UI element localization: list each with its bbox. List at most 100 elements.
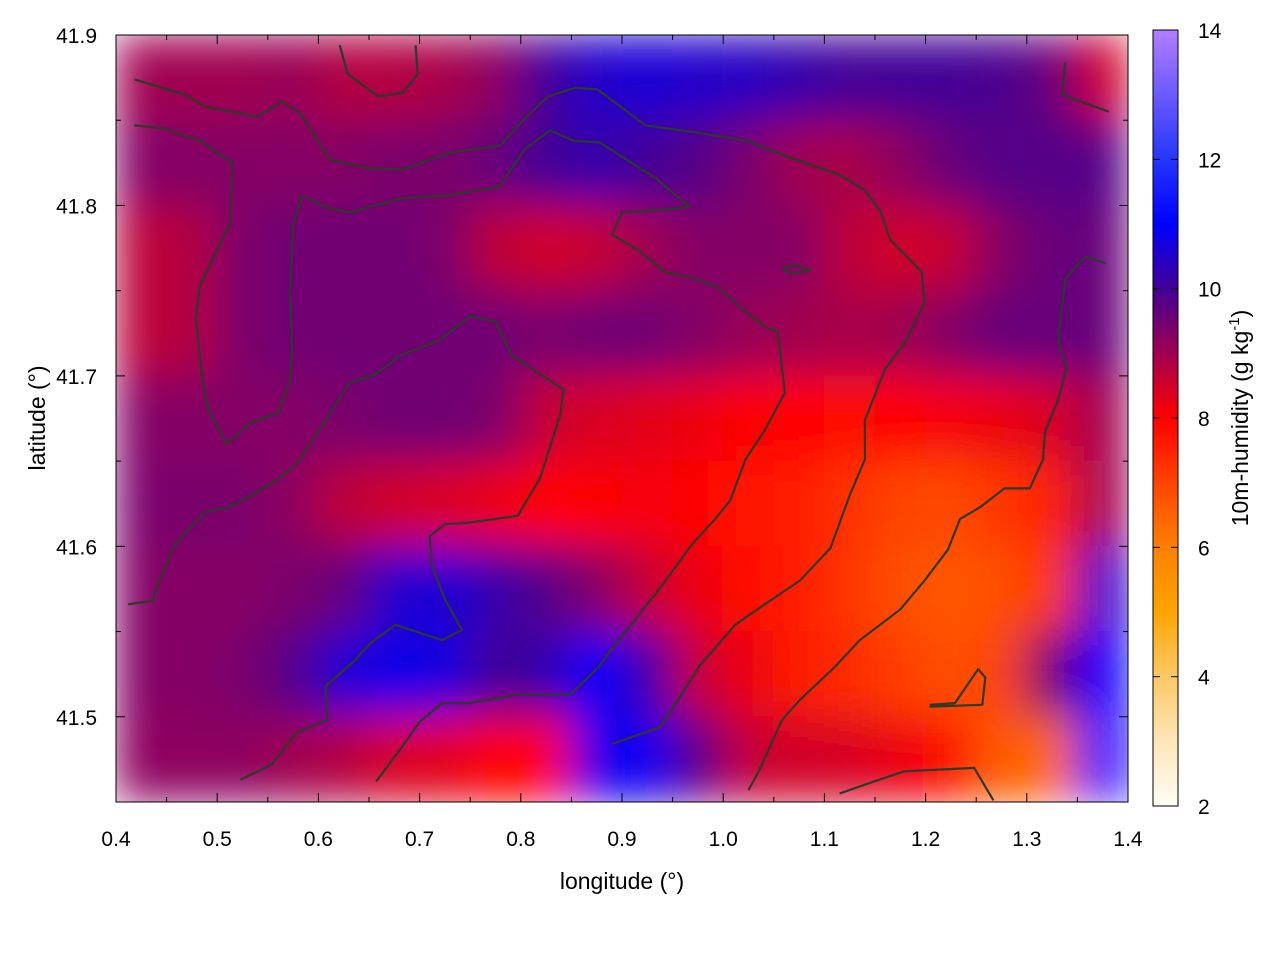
heatmap-cell <box>874 290 927 377</box>
heatmap-cell <box>1026 35 1078 121</box>
heatmap-cell <box>419 716 471 802</box>
heatmap-cell <box>116 204 168 292</box>
heatmap-cell <box>216 631 269 718</box>
heatmap-cell <box>1076 119 1128 206</box>
heatmap-cell <box>722 35 775 121</box>
x-tick-label: 1.4 <box>1113 828 1143 851</box>
y-tick-label: 41.8 <box>56 195 97 218</box>
heatmap-cell <box>1026 204 1078 292</box>
heatmap-cell <box>520 460 572 547</box>
heatmap-cell <box>925 119 977 206</box>
heatmap-cell <box>1026 631 1078 718</box>
heatmap-cell <box>216 545 269 633</box>
heatmap-cell <box>1076 290 1128 377</box>
heatmap-cell <box>722 375 775 462</box>
heatmap-cell <box>874 35 927 121</box>
heatmap-cell <box>520 545 572 633</box>
heatmap-cell <box>570 375 623 462</box>
heatmap-cell <box>368 716 421 802</box>
heatmap-cell <box>116 290 168 377</box>
colorbar-tick-label: 2 <box>1198 796 1210 819</box>
heatmap-cell <box>975 119 1028 206</box>
heatmap-cell <box>773 460 825 547</box>
heatmap-cell <box>520 204 572 292</box>
heatmap-cell <box>1076 35 1128 121</box>
heatmap-cell <box>166 631 218 718</box>
heatmap-cell <box>216 204 269 292</box>
heatmap-cell <box>317 545 370 633</box>
contour-line <box>747 255 1107 791</box>
heatmap-cell <box>621 460 674 547</box>
heatmap-cell <box>975 290 1028 377</box>
contour-line <box>781 264 812 275</box>
contour-line <box>929 667 987 708</box>
x-tick-label: 1.0 <box>709 828 738 851</box>
heatmap-cell <box>874 119 927 206</box>
heatmap-cell <box>621 716 674 802</box>
heatmap-cell <box>1026 460 1078 547</box>
heatmap-cell <box>722 631 775 718</box>
colorbar-label: 10m-humidity (g kg-1) <box>1226 310 1253 527</box>
heatmap-cell <box>166 545 218 633</box>
heatmap-cell <box>116 631 168 718</box>
heatmap-cell <box>925 35 977 121</box>
heatmap-cell <box>166 290 218 377</box>
heatmap-cell <box>925 375 977 462</box>
heatmap-cell <box>469 35 522 121</box>
colorbar-tick-label: 14 <box>1198 20 1222 43</box>
heatmap-cell <box>216 716 269 802</box>
heatmap-cell <box>570 204 623 292</box>
heatmap-cell <box>520 375 572 462</box>
x-tick-label: 0.8 <box>506 828 535 851</box>
heatmap-cell <box>116 716 168 802</box>
y-tick-label: 41.6 <box>56 536 97 559</box>
y-tick-label: 41.5 <box>56 707 97 730</box>
heatmap-cell <box>621 290 674 377</box>
heatmap-cell <box>419 460 471 547</box>
x-tick-label: 0.5 <box>203 828 232 851</box>
heatmap-cell <box>823 204 876 292</box>
heatmap-cell <box>570 460 623 547</box>
heatmap-cell <box>925 290 977 377</box>
heatmap-cell <box>621 204 674 292</box>
heatmap-cell <box>469 204 522 292</box>
heatmap-cell <box>570 119 623 206</box>
heatmap-cell <box>570 545 623 633</box>
heatmap-cell <box>975 375 1028 462</box>
heatmap-cell <box>166 119 218 206</box>
heatmap-cell <box>469 290 522 377</box>
heatmap-cell <box>116 35 168 121</box>
contour-line <box>1061 62 1110 113</box>
heatmap-cell <box>570 35 623 121</box>
colorbar-ticks: 2 4 6 8 10 12 14 <box>1153 20 1222 819</box>
y-tick-label: 41.9 <box>56 25 97 48</box>
heatmap-cell <box>368 545 421 633</box>
heatmap-cell <box>1076 545 1128 633</box>
colorbar-label-end: ) <box>1227 310 1253 318</box>
heatmap-cell <box>1076 631 1128 718</box>
heatmap-cell <box>773 545 825 633</box>
heatmap-cell <box>621 375 674 462</box>
heatmap-cell <box>216 290 269 377</box>
colorbar: 2 4 6 8 10 12 14 10m-humidity (g kg-1) <box>1152 20 1253 819</box>
heatmap-cell <box>368 290 421 377</box>
colorbar-tick-label: 8 <box>1198 408 1210 431</box>
heatmap-cell <box>419 204 471 292</box>
heatmap-cell <box>317 460 370 547</box>
heatmap-cell <box>773 375 825 462</box>
heatmap-cell <box>823 375 876 462</box>
heatmap-cell <box>621 631 674 718</box>
heatmap-cell <box>722 119 775 206</box>
contour-line <box>338 44 419 98</box>
y-tick-label: 41.7 <box>56 366 97 389</box>
heatmap-cell <box>672 631 724 718</box>
heatmap-cell <box>773 204 825 292</box>
heatmap-cell <box>925 716 977 802</box>
heatmap-cell <box>1026 119 1078 206</box>
heatmap-cell <box>520 716 572 802</box>
heatmap-cell <box>267 119 319 206</box>
heatmap-cell <box>975 716 1028 802</box>
x-axis-label: longitude (°) <box>560 868 684 894</box>
contour-line <box>127 315 565 781</box>
